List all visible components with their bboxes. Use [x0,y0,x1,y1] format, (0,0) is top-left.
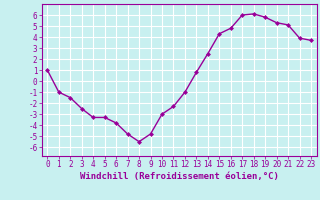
X-axis label: Windchill (Refroidissement éolien,°C): Windchill (Refroidissement éolien,°C) [80,172,279,181]
